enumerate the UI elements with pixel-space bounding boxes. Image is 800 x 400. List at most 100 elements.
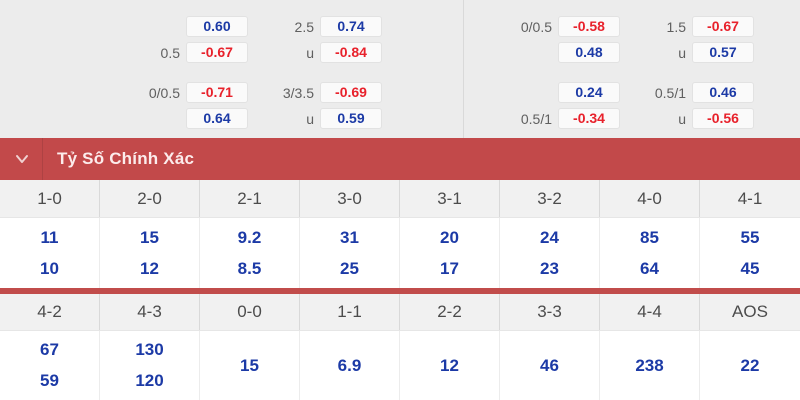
handicap-label: u: [678, 44, 686, 61]
odds-row: 0.48 u 0.57: [488, 42, 800, 63]
odds-row: 0.60 2.5 0.74: [116, 16, 464, 37]
odds-row: 0.64 u 0.59: [116, 108, 464, 129]
score-odds-cell[interactable]: 130 120: [100, 331, 200, 400]
panel-divider: [463, 0, 464, 138]
odds-value: 120: [135, 371, 164, 390]
odds-row: 0/0.5 -0.71 3/3.5 -0.69: [116, 82, 464, 103]
score-header: 3-0: [300, 180, 400, 217]
odds-value-button[interactable]: 0.74: [320, 16, 382, 37]
odds-value-button[interactable]: 0.64: [186, 108, 248, 129]
odds-value-button[interactable]: -0.67: [692, 16, 754, 37]
score-odds-cell[interactable]: 9.2 8.5: [200, 218, 300, 288]
odds-value-button[interactable]: -0.67: [186, 42, 248, 63]
odds-value-button[interactable]: 0.59: [320, 108, 382, 129]
odds-value: 85: [640, 227, 659, 247]
handicap-label: 3/3.5: [282, 84, 314, 101]
header-divider: [42, 138, 43, 180]
odds-panel: 0.60 2.5 0.74 0.5 -0.67 u -0.84 0/0.5 -0…: [0, 0, 800, 138]
odds-value-button[interactable]: 0.24: [558, 82, 620, 103]
score-header: 3-1: [400, 180, 500, 217]
score-header: AOS: [732, 302, 768, 321]
score-header: 2-0: [100, 180, 200, 217]
odds-value: 15: [140, 227, 159, 247]
score-odds-cell[interactable]: 6.9: [300, 331, 400, 400]
score-header: 4-3: [100, 294, 200, 330]
score-odds-cell[interactable]: 85 64: [600, 218, 700, 288]
score-odds-cell[interactable]: 20 17: [400, 218, 500, 288]
odds-group-left: 0.60 2.5 0.74 0.5 -0.67 u -0.84 0/0.5 -0…: [0, 16, 464, 134]
handicap-label: 2.5: [294, 18, 314, 35]
score-odds-cell[interactable]: 24 23: [500, 218, 600, 288]
score-header: 3-3: [500, 294, 600, 330]
score-odds-cell[interactable]: 31 25: [300, 218, 400, 288]
score-header: 1-0: [0, 180, 100, 217]
odds-value: 67: [40, 340, 59, 359]
odds-row: 0.24 0.5/1 0.46: [488, 82, 800, 103]
odds-value: 55: [740, 227, 760, 247]
score-odds-cell[interactable]: 12: [400, 331, 500, 400]
score-header: 4-1: [737, 188, 763, 208]
odds-value-button[interactable]: -0.84: [320, 42, 382, 63]
odds-group-right: 0/0.5 -0.58 1.5 -0.67 0.48 u 0.57 0.24 0…: [464, 16, 800, 134]
odds-value: 25: [340, 258, 359, 278]
score-odds-cell[interactable]: 15: [200, 331, 300, 400]
odds-value: 45: [740, 258, 760, 278]
section-title: Tỷ Số Chính Xác: [57, 149, 195, 168]
score-header: 1-1: [300, 294, 400, 330]
odds-value-button[interactable]: 0.57: [692, 42, 754, 63]
handicap-label: u: [678, 110, 686, 127]
score-header: 2-1: [200, 180, 300, 217]
correct-score-table: 1-0 2-0 2-1 3-0 3-1 3-2 4-0 4-1 11 10 15…: [0, 180, 800, 400]
score-header-row-2: 4-2 4-3 0-0 1-1 2-2 3-3 4-4 AOS: [0, 294, 800, 331]
handicap-label: 1.5: [666, 18, 686, 35]
chevron-down-icon: [14, 153, 30, 165]
score-odds-cell[interactable]: 15 12: [100, 218, 200, 288]
odds-value: 130: [135, 340, 164, 359]
odds-value: 31: [340, 227, 359, 247]
score-odds-cell[interactable]: 46: [500, 331, 600, 400]
score-header: 4-4: [600, 294, 700, 330]
score-header: 3-2: [500, 180, 600, 217]
odds-value: 64: [640, 258, 659, 278]
odds-value: 23: [540, 258, 559, 278]
handicap-label: 0.5/1: [654, 84, 686, 101]
odds-value-button[interactable]: -0.34: [558, 108, 620, 129]
odds-value: 15: [240, 355, 259, 375]
score-odds-cell[interactable]: 11 10: [0, 218, 100, 288]
score-header: 4-2: [0, 294, 100, 330]
handicap-label: u: [306, 44, 314, 61]
handicap-label: 0/0.5: [520, 18, 552, 35]
odds-row: 0/0.5 -0.58 1.5 -0.67: [488, 16, 800, 37]
score-odds-cell[interactable]: 55 45: [700, 218, 800, 288]
odds-value-button[interactable]: -0.69: [320, 82, 382, 103]
score-header: 0-0: [200, 294, 300, 330]
odds-value-button[interactable]: -0.58: [558, 16, 620, 37]
odds-value-button[interactable]: 0.46: [692, 82, 754, 103]
odds-row: 0.5 -0.67 u -0.84: [116, 42, 464, 63]
score-header: 2-2: [400, 294, 500, 330]
score-odds-cell[interactable]: 238: [600, 331, 700, 400]
odds-value: 12: [140, 258, 159, 278]
odds-value-button[interactable]: -0.71: [186, 82, 248, 103]
score-values-row-2: 67 59 130 120 15 6.9 12 46 238: [0, 331, 800, 400]
score-header-row-1: 1-0 2-0 2-1 3-0 3-1 3-2 4-0 4-1: [0, 180, 800, 218]
odds-value: 12: [440, 355, 459, 375]
odds-value: 9.2: [237, 227, 262, 247]
score-values-row-1: 11 10 15 12 9.2 8.5 31 25 20 17 24 23: [0, 218, 800, 288]
odds-value: 17: [440, 258, 459, 278]
section-header-bar[interactable]: Tỷ Số Chính Xác: [0, 138, 800, 180]
odds-value: 6.9: [337, 355, 362, 375]
handicap-label: 0/0.5: [148, 84, 180, 101]
odds-value: 11: [40, 227, 59, 247]
odds-value: 24: [540, 227, 559, 247]
section-separator: [0, 288, 800, 294]
odds-value: 238: [635, 355, 664, 375]
odds-value-button[interactable]: 0.48: [558, 42, 620, 63]
odds-row: 0.5/1 -0.34 u -0.56: [488, 108, 800, 129]
score-odds-cell[interactable]: 22: [700, 331, 800, 400]
odds-value-button[interactable]: -0.56: [692, 108, 754, 129]
odds-value-button[interactable]: 0.60: [186, 16, 248, 37]
score-odds-cell[interactable]: 67 59: [0, 331, 100, 400]
odds-value: 8.5: [237, 258, 262, 278]
